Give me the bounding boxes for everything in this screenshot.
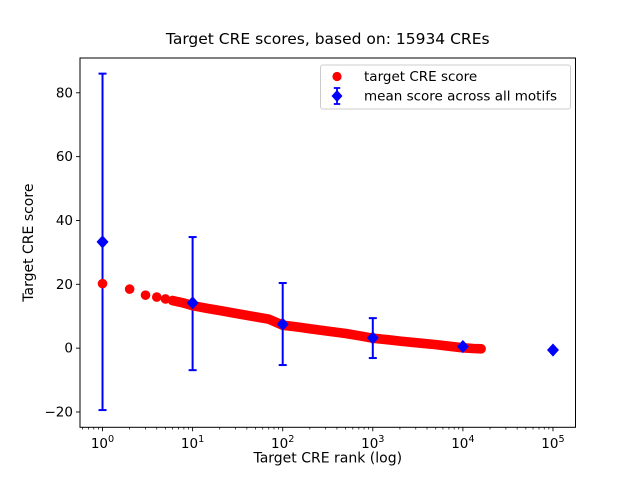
legend-marker-mean-diamond-icon <box>331 90 343 102</box>
legend-box <box>320 64 571 110</box>
y-tick-label: 80 <box>56 85 73 101</box>
target-score-point <box>160 294 171 304</box>
x-axis-label: Target CRE rank (log) <box>252 451 402 467</box>
axes-spines <box>79 57 576 428</box>
target-score-point <box>151 292 162 302</box>
y-tick-label: −20 <box>45 405 74 421</box>
y-tick-label: 40 <box>56 213 73 229</box>
x-tick-label: 101 <box>181 434 204 452</box>
x-tick-label: 102 <box>271 434 294 452</box>
mean-score-diamond <box>546 343 559 357</box>
x-tick-label: 104 <box>451 434 474 452</box>
y-tick-label: 60 <box>56 149 73 165</box>
legend-label-mean: mean score across all motifs <box>364 89 557 105</box>
legend: target CRE score mean score across all mo… <box>320 64 571 110</box>
target-score-point <box>124 284 135 294</box>
mean-score-diamond <box>186 296 199 310</box>
y-axis-label: Target CRE score <box>21 184 37 303</box>
legend-marker-target-circle-icon <box>332 71 342 82</box>
mean-score-diamond <box>276 317 289 331</box>
mean-score-diamond <box>456 339 469 354</box>
plot-area <box>80 58 576 428</box>
x-tick-label: 105 <box>541 434 564 452</box>
target-score-point <box>97 278 108 289</box>
x-tick-label: 103 <box>361 434 384 452</box>
x-tick-label: 100 <box>91 434 114 452</box>
chart-title: Target CRE scores, based on: 15934 CREs <box>165 30 490 48</box>
legend-label-target: target CRE score <box>364 69 477 85</box>
target-score-point <box>140 290 151 300</box>
y-tick-label: 20 <box>56 277 73 293</box>
legend-diamond-glyph <box>331 90 343 102</box>
y-tick-label: 0 <box>64 341 73 357</box>
mean-score-diamond <box>366 331 379 345</box>
mean-score-diamond <box>96 235 109 249</box>
series-mean-score <box>96 235 559 357</box>
